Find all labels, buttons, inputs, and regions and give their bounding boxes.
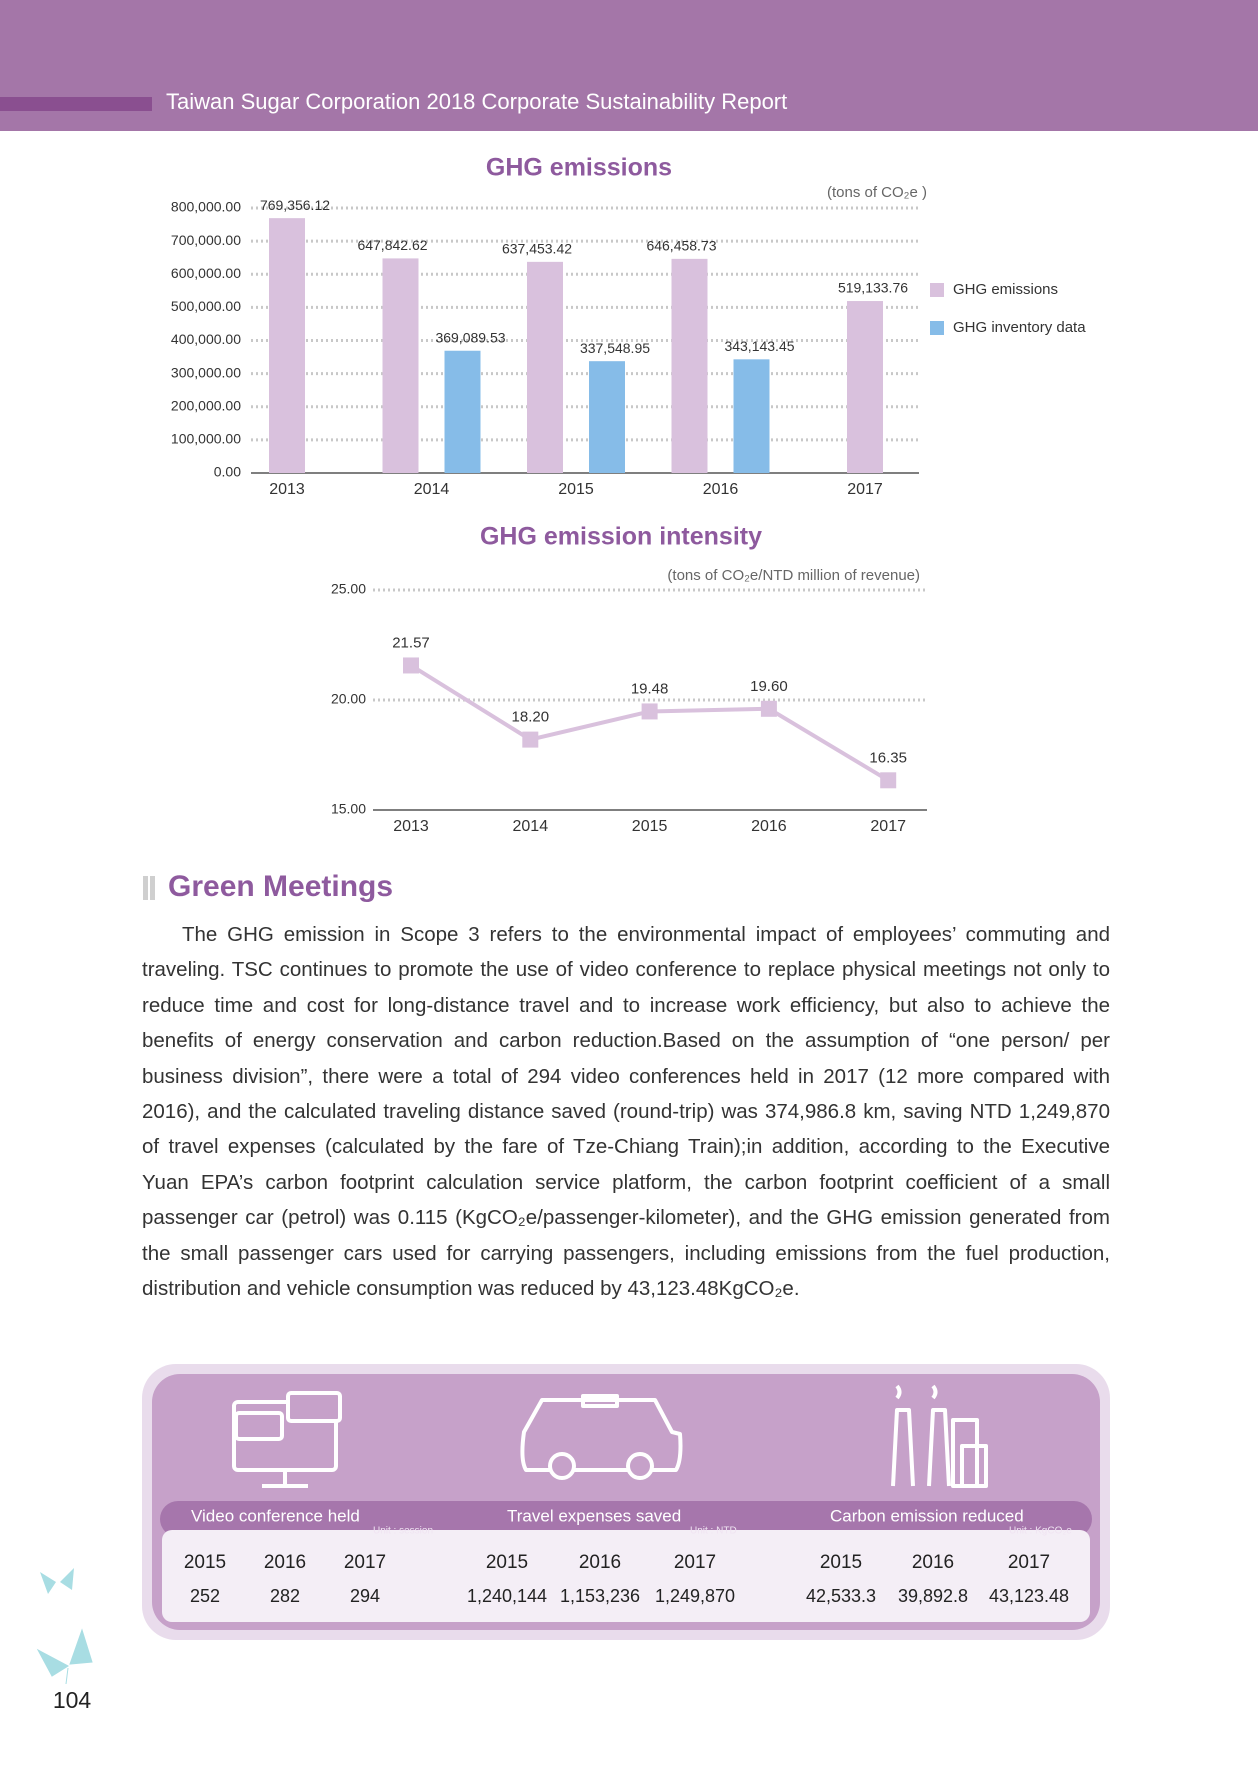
chart-title: GHG emissions bbox=[486, 154, 672, 182]
stat-label: Video conference held bbox=[191, 1506, 360, 1525]
heading-marker bbox=[143, 876, 148, 900]
stat-value: 1,240,144 bbox=[467, 1586, 547, 1606]
stat-value: 1,153,236 bbox=[560, 1586, 640, 1606]
data-label: 16.35 bbox=[869, 749, 907, 766]
icon-factory bbox=[891, 1384, 988, 1488]
section-heading: Green Meetings bbox=[168, 870, 393, 903]
stats-values-area bbox=[162, 1530, 1090, 1622]
data-label: 369,089.53 bbox=[435, 329, 505, 345]
y-tick-label: 20.00 bbox=[331, 691, 366, 707]
y-tick-label: 100,000.00 bbox=[171, 431, 241, 447]
butterfly bbox=[36, 1628, 93, 1685]
data-label: 19.48 bbox=[631, 680, 669, 697]
data-label: 647,842.62 bbox=[357, 237, 427, 253]
bar bbox=[444, 350, 481, 473]
x-tick-label: 2016 bbox=[703, 481, 739, 498]
point bbox=[522, 731, 539, 748]
stat-value: 1,249,870 bbox=[655, 1586, 735, 1606]
stat-unit: Unit : NTD bbox=[690, 1526, 737, 1537]
y-tick-label: 800,000.00 bbox=[171, 199, 241, 215]
stat-year: 2016 bbox=[579, 1552, 621, 1573]
stat-value: 282 bbox=[270, 1586, 300, 1606]
data-label: 519,133.76 bbox=[838, 280, 908, 296]
x-tick-label: 2015 bbox=[632, 818, 668, 835]
point bbox=[880, 772, 897, 789]
bar bbox=[382, 258, 419, 473]
stat-value: 43,123.48 bbox=[989, 1586, 1069, 1606]
stat-unit: Unit : KgCO₂e bbox=[1009, 1526, 1072, 1537]
stat-value: 39,892.8 bbox=[898, 1586, 968, 1606]
page-number: 104 bbox=[53, 1687, 92, 1713]
point bbox=[641, 703, 658, 720]
x-tick-label: 2013 bbox=[393, 818, 429, 835]
heading-marker bbox=[150, 876, 155, 900]
legend-label: GHG inventory data bbox=[953, 319, 1086, 336]
x-tick-label: 2015 bbox=[558, 481, 594, 498]
bar bbox=[671, 258, 708, 473]
stat-year: 2015 bbox=[820, 1552, 862, 1573]
data-label: 19.60 bbox=[750, 678, 788, 695]
data-label: 343,143.45 bbox=[724, 338, 794, 354]
data-label: 769,356.12 bbox=[260, 197, 330, 213]
y-tick-label: 25.00 bbox=[331, 581, 366, 597]
header-strip bbox=[0, 97, 152, 111]
stats-label-band bbox=[160, 1501, 1092, 1537]
stat-label: Carbon emission reduced bbox=[830, 1506, 1024, 1525]
x-tick-label: 2016 bbox=[751, 818, 787, 835]
data-label: 21.57 bbox=[392, 634, 430, 651]
chart-unit: (tons of CO₂e/NTD million of revenue) bbox=[667, 567, 920, 584]
chart-title: GHG emission intensity bbox=[480, 523, 762, 551]
x-tick-label: 2013 bbox=[269, 481, 305, 498]
stat-year: 2017 bbox=[674, 1552, 716, 1573]
data-label: 337,548.95 bbox=[580, 340, 650, 356]
x-tick-label: 2014 bbox=[513, 818, 549, 835]
y-tick-label: 0.00 bbox=[214, 464, 241, 480]
stat-value: 42,533.3 bbox=[806, 1586, 876, 1606]
bar bbox=[589, 361, 625, 473]
stat-year: 2016 bbox=[264, 1552, 306, 1573]
y-tick-label: 15.00 bbox=[331, 801, 366, 817]
bar bbox=[733, 359, 770, 473]
icon-car bbox=[520, 1394, 683, 1480]
header-title: Taiwan Sugar Corporation 2018 Corporate … bbox=[166, 89, 787, 114]
y-tick-label: 400,000.00 bbox=[171, 331, 241, 347]
stat-label: Travel expenses saved bbox=[507, 1506, 681, 1525]
stat-year: 2017 bbox=[1008, 1552, 1050, 1573]
header-band bbox=[0, 0, 1258, 131]
stat-year: 2017 bbox=[344, 1552, 386, 1573]
x-tick-label: 2017 bbox=[870, 818, 906, 835]
y-tick-label: 500,000.00 bbox=[171, 298, 241, 314]
y-tick-label: 700,000.00 bbox=[171, 232, 241, 248]
stat-year: 2015 bbox=[486, 1552, 528, 1573]
x-tick-label: 2017 bbox=[847, 481, 883, 498]
stat-unit: Unit : session bbox=[373, 1526, 433, 1537]
body-paragraph: The GHG emission in Scope 3 refers to th… bbox=[142, 923, 1110, 1301]
stat-value: 252 bbox=[190, 1586, 220, 1606]
point bbox=[403, 657, 419, 674]
butterfly bbox=[40, 1568, 74, 1594]
x-tick-label: 2014 bbox=[414, 481, 450, 498]
data-label: 18.20 bbox=[512, 709, 550, 726]
icon-monitor bbox=[232, 1391, 342, 1488]
bar bbox=[527, 261, 563, 473]
point bbox=[760, 700, 777, 717]
legend-swatch bbox=[930, 283, 944, 297]
legend-swatch bbox=[930, 321, 944, 335]
y-tick-label: 600,000.00 bbox=[171, 265, 241, 281]
stat-value: 294 bbox=[350, 1586, 380, 1606]
y-tick-label: 200,000.00 bbox=[171, 397, 241, 413]
stat-year: 2015 bbox=[184, 1552, 226, 1573]
y-tick-label: 300,000.00 bbox=[171, 364, 241, 380]
data-label: 646,458.73 bbox=[646, 238, 716, 254]
bar bbox=[269, 218, 305, 473]
legend-label: GHG emissions bbox=[953, 281, 1058, 298]
bar bbox=[847, 301, 883, 473]
data-label: 637,453.42 bbox=[502, 241, 572, 257]
chart-unit: (tons of CO₂e ) bbox=[827, 184, 927, 201]
stat-year: 2016 bbox=[912, 1552, 954, 1573]
